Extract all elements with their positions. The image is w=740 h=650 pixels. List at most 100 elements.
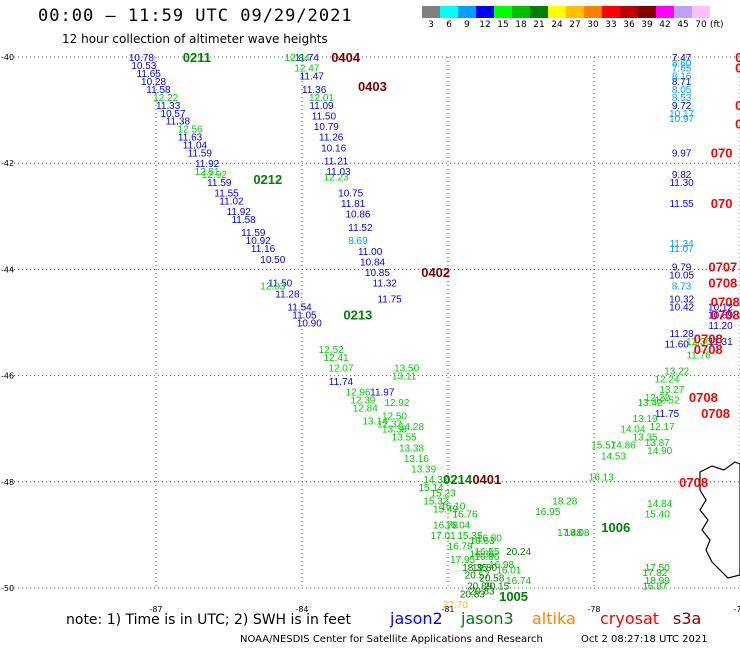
data-point-label: 10.32	[669, 295, 694, 306]
x-tick-label: -87	[149, 605, 162, 614]
data-point-label: 12.37	[377, 419, 402, 430]
data-point-label: 12.36	[686, 337, 711, 348]
data-point-label: 11.36	[302, 85, 327, 96]
data-point-label: 12.52	[654, 395, 679, 406]
track-time-label: 0708	[701, 406, 730, 421]
color-scale-swatch	[530, 6, 548, 18]
data-point-label: 14.86	[611, 441, 636, 452]
legend-s3a: s3a	[673, 609, 702, 628]
track-time-label: 0708	[708, 276, 737, 291]
color-scale-label: 12	[479, 20, 491, 30]
data-point-label: 17.82	[642, 568, 667, 579]
color-scale-swatch	[422, 6, 440, 18]
data-point-label: 7.47	[672, 53, 692, 64]
color-scale-bar	[422, 6, 710, 18]
data-point-label: 8.16	[672, 72, 692, 83]
track-time-label: 0708	[711, 294, 740, 309]
data-point-label: 11.00	[358, 247, 383, 258]
data-point-label: 9.97	[672, 149, 692, 160]
legend-cryosat: cryosat	[600, 609, 660, 628]
data-point-label: 15.40	[645, 510, 670, 521]
data-point-label: 14.90	[647, 446, 672, 457]
data-point-label: 11.26	[319, 133, 344, 144]
color-scale-swatch	[548, 6, 566, 18]
data-point-label: 20.57	[465, 571, 490, 582]
data-point-label: 10.90	[297, 319, 322, 330]
y-tick-label: -44	[1, 265, 14, 274]
data-point-label: 9.82	[672, 170, 692, 181]
data-point-label: 20.83	[470, 587, 495, 598]
data-point-label: 11.20	[708, 321, 733, 332]
data-point-label: 16.80	[477, 534, 502, 545]
data-point-label: 15.57	[591, 441, 616, 452]
data-point-label: 11.16	[251, 244, 276, 255]
track-time-label: 0214	[443, 472, 473, 487]
track-time-label: 0403	[358, 79, 387, 94]
data-point-label: 12.07	[328, 364, 353, 375]
data-point-label: 11.52	[348, 223, 373, 234]
data-point-label: 11.63	[178, 133, 203, 144]
data-point-label: 17.95	[450, 555, 475, 566]
data-point-label: 12.92	[202, 170, 227, 181]
color-scale-swatch	[674, 6, 692, 18]
data-point-label: 16.95	[535, 507, 560, 518]
data-point-label: 8.05	[672, 85, 692, 96]
x-tick-label: -75	[733, 605, 740, 614]
data-point-label: 11.55	[214, 188, 239, 199]
data-point-label: 11.03	[326, 167, 351, 178]
legend-jason2: jason2	[390, 609, 443, 628]
track-time-label: 0	[735, 98, 740, 113]
data-point-label: 14.53	[601, 451, 626, 462]
data-point-label: 17.48	[557, 528, 582, 539]
data-point-label: 11.04	[183, 141, 208, 152]
color-scale-swatch	[656, 6, 674, 18]
color-scale-label: 18	[515, 20, 527, 30]
color-scale-swatch	[566, 6, 584, 18]
data-point-label: 12.84	[285, 53, 310, 64]
data-point-label: 10.05	[669, 271, 694, 282]
data-point-label: 11.58	[231, 215, 256, 226]
data-point-label: 13.50	[394, 364, 419, 375]
data-point-label: 20.83	[460, 589, 485, 600]
data-point-label: 10.42	[669, 303, 694, 314]
data-point-label: 11.59	[207, 178, 232, 189]
data-point-label: 13.11	[392, 372, 417, 383]
data-point-label: 12.24	[654, 374, 679, 385]
track-time-label: 0404	[331, 50, 361, 65]
data-point-label: 12.56	[178, 125, 203, 136]
data-point-label: 13.27	[659, 385, 684, 396]
data-point-label: 16.35	[470, 549, 495, 560]
data-point-label: 11.21	[324, 157, 349, 168]
data-point-label: 11.74	[329, 377, 354, 388]
color-scale-swatch	[458, 6, 476, 18]
data-point-label: 11.09	[309, 101, 334, 112]
data-point-label: 13.38	[382, 425, 407, 436]
color-scale-label: 3	[428, 20, 434, 30]
track-time-label: 0708	[694, 331, 723, 346]
data-point-label: 12.23	[324, 172, 349, 183]
data-point-label: 11.59	[241, 228, 266, 239]
data-point-label: 13.55	[392, 433, 417, 444]
track-time-label: 0708	[689, 390, 718, 405]
legend-altika: altika	[532, 609, 576, 628]
data-point-label: 12.17	[650, 422, 675, 433]
data-point-label: 15.35	[457, 531, 482, 542]
data-point-label: 20.15	[484, 581, 509, 592]
coastline	[699, 461, 740, 579]
data-point-label: 19.80	[472, 563, 497, 574]
data-point-label: 11.07	[669, 244, 694, 255]
data-point-label: 16.78	[433, 520, 458, 531]
track-time-label: 1006	[601, 520, 630, 535]
note-text: note: 1) Time is in UTC; 2) SWH is in fe…	[66, 612, 352, 628]
data-point-label: 14.32	[423, 475, 448, 486]
data-point-label: 12.22	[645, 393, 670, 404]
data-point-label: 18.99	[645, 576, 670, 587]
data-point-label: 11.28	[275, 289, 300, 300]
data-point-label: 10.28	[141, 77, 166, 88]
data-point-label: 11.50	[268, 279, 293, 290]
y-tick-label: -46	[1, 372, 14, 381]
data-point-label: 16.87	[642, 581, 667, 592]
data-point-label: 22.70	[443, 600, 468, 611]
data-point-label: 16.13	[589, 472, 614, 483]
track-time-label: 0	[735, 61, 740, 76]
